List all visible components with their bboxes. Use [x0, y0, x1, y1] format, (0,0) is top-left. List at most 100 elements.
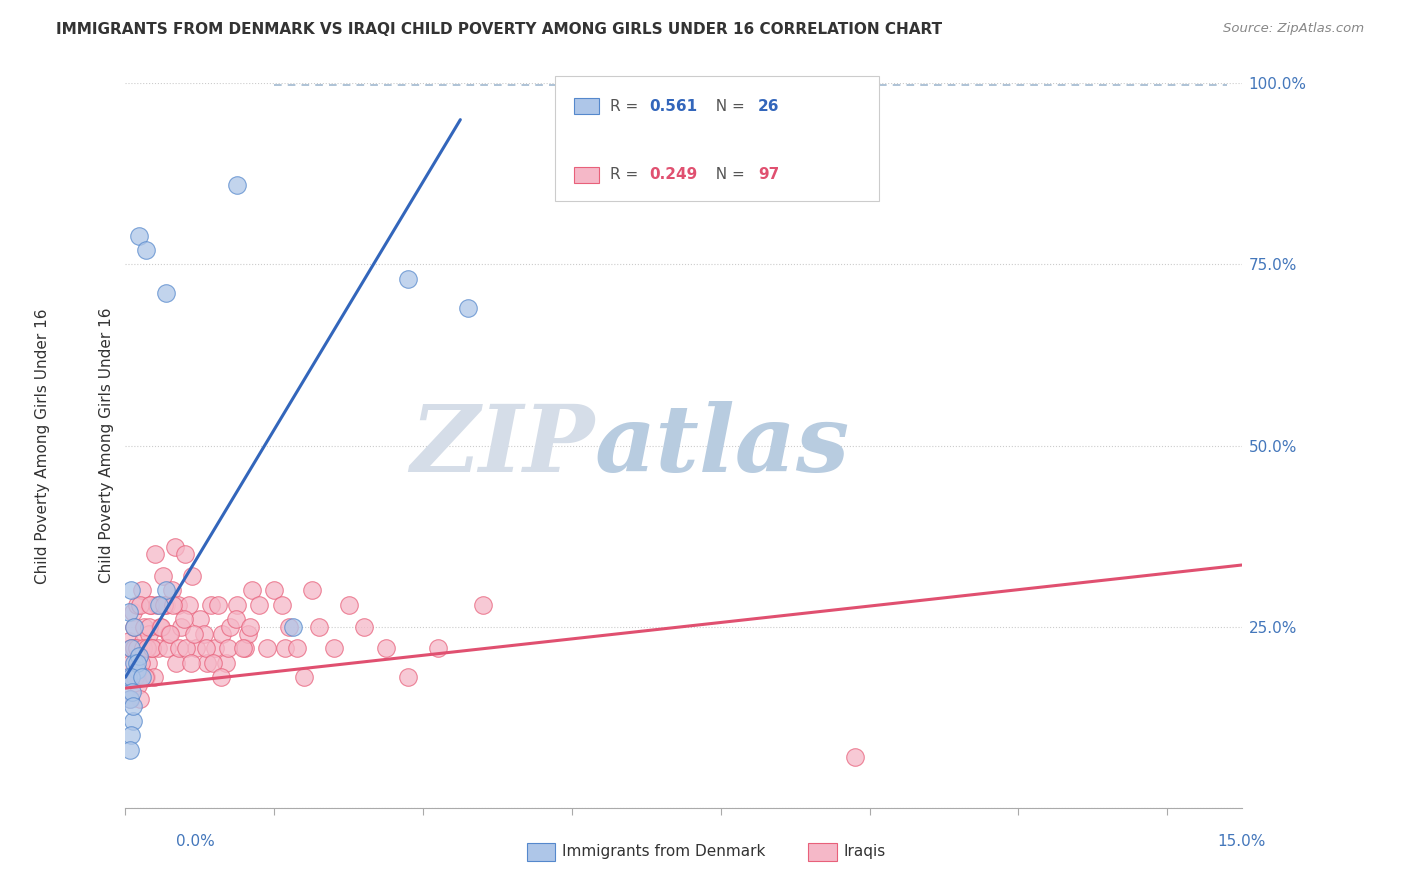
Point — [131, 641, 153, 656]
Point — [138, 627, 160, 641]
Point — [270, 598, 292, 612]
Point — [285, 641, 308, 656]
Point — [120, 641, 142, 656]
Point — [162, 598, 184, 612]
Point — [141, 641, 163, 656]
Point — [183, 627, 205, 641]
Point — [292, 670, 315, 684]
Point — [157, 627, 180, 641]
Text: 97: 97 — [758, 168, 779, 182]
Point — [844, 750, 866, 764]
Point — [129, 656, 152, 670]
Point — [180, 656, 202, 670]
Point — [139, 598, 162, 612]
Point — [120, 670, 142, 684]
Point — [163, 540, 186, 554]
Text: ZIP: ZIP — [411, 401, 595, 491]
Point — [118, 605, 141, 619]
Point — [128, 228, 150, 243]
Point — [211, 627, 233, 641]
Point — [301, 583, 323, 598]
Text: 15.0%: 15.0% — [1218, 834, 1265, 849]
Text: 0.249: 0.249 — [650, 168, 697, 182]
Point — [174, 547, 197, 561]
Point — [207, 598, 229, 612]
Point — [396, 272, 419, 286]
Point — [142, 670, 165, 684]
Text: Immigrants from Denmark: Immigrants from Denmark — [562, 845, 766, 859]
Point — [226, 178, 249, 192]
Point — [256, 641, 278, 656]
Point — [118, 742, 141, 756]
Point — [122, 605, 145, 619]
Point — [139, 598, 162, 612]
Point — [121, 685, 143, 699]
Text: R =: R = — [610, 168, 644, 182]
Text: Source: ZipAtlas.com: Source: ZipAtlas.com — [1223, 22, 1364, 36]
Point — [118, 692, 141, 706]
Point — [159, 627, 181, 641]
Y-axis label: Child Poverty Among Girls Under 16: Child Poverty Among Girls Under 16 — [100, 308, 114, 583]
Point — [204, 641, 226, 656]
Point — [194, 641, 217, 656]
Point — [152, 569, 174, 583]
Text: Iraqis: Iraqis — [844, 845, 886, 859]
Text: R =: R = — [610, 99, 644, 113]
Point — [138, 619, 160, 633]
Point — [120, 728, 142, 742]
Point — [218, 619, 240, 633]
Point — [135, 641, 157, 656]
Point — [215, 656, 238, 670]
Text: 0.561: 0.561 — [650, 99, 697, 113]
Point — [209, 670, 232, 684]
Point — [117, 670, 139, 684]
Point — [457, 301, 479, 315]
Point — [132, 619, 155, 633]
Point — [124, 670, 146, 684]
Point — [118, 634, 141, 648]
Point — [471, 598, 494, 612]
Point — [176, 641, 198, 656]
Point — [125, 663, 148, 677]
Point — [118, 692, 141, 706]
Point — [165, 656, 187, 670]
Point — [127, 656, 149, 670]
Text: Child Poverty Among Girls Under 16: Child Poverty Among Girls Under 16 — [35, 309, 49, 583]
Point — [148, 598, 170, 612]
Point — [129, 692, 152, 706]
Text: atlas: atlas — [595, 401, 849, 491]
Point — [155, 286, 177, 301]
Point — [239, 619, 262, 633]
Text: 0.0%: 0.0% — [176, 834, 215, 849]
Point — [278, 619, 301, 633]
Point — [160, 583, 183, 598]
Point — [122, 714, 145, 728]
Point — [374, 641, 396, 656]
Point — [396, 670, 419, 684]
Point — [156, 641, 179, 656]
Point — [136, 641, 159, 656]
Point — [122, 641, 145, 656]
Point — [225, 612, 247, 626]
Text: N =: N = — [706, 168, 749, 182]
Point — [125, 598, 148, 612]
Point — [124, 656, 146, 670]
Point — [202, 656, 225, 670]
Point — [132, 634, 155, 648]
Point — [136, 656, 159, 670]
Point — [181, 569, 204, 583]
Point — [186, 641, 208, 656]
Point — [131, 583, 153, 598]
Point — [167, 641, 190, 656]
Point — [240, 583, 263, 598]
Point — [177, 598, 200, 612]
Point — [120, 583, 142, 598]
Point — [170, 619, 193, 633]
Point — [274, 641, 297, 656]
Point — [135, 670, 157, 684]
Point — [238, 627, 260, 641]
Point — [217, 641, 239, 656]
Point — [128, 656, 150, 670]
Point — [337, 598, 360, 612]
Point — [150, 619, 173, 633]
